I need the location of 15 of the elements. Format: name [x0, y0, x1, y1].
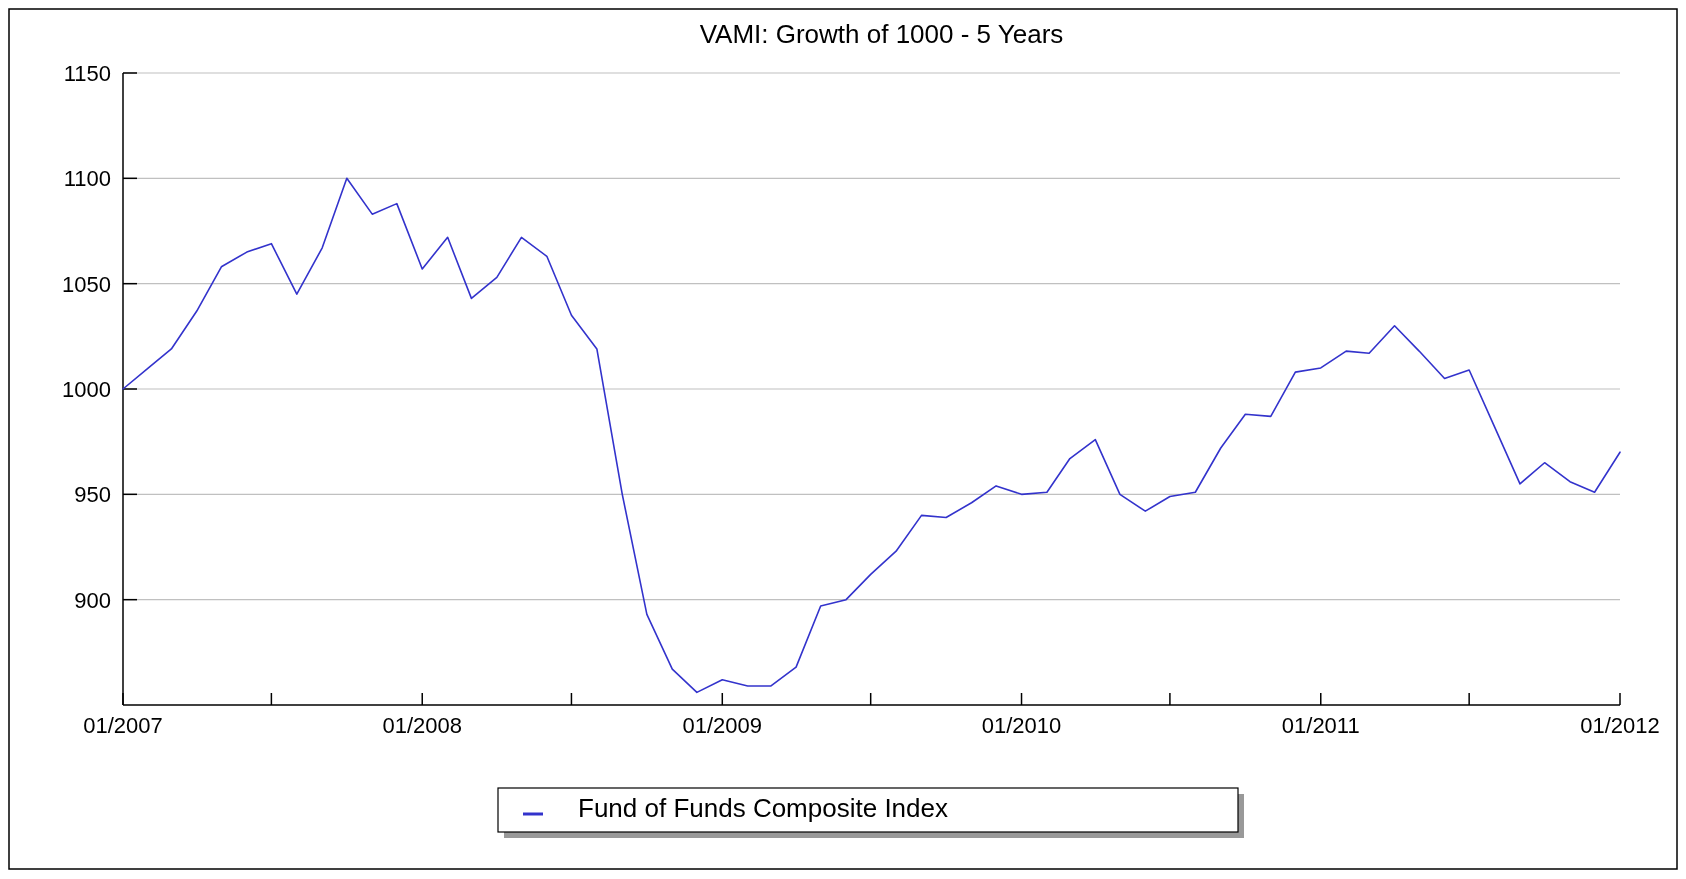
line-series: [122, 177, 1621, 694]
x-tick-label: 01/2012: [1580, 713, 1660, 738]
chart-title: VAMI: Growth of 1000 - 5 Years: [699, 19, 1064, 49]
x-tick-label: 01/2008: [382, 713, 462, 738]
y-tick-label: 1000: [62, 377, 111, 402]
legend-label: Fund of Funds Composite Index: [578, 793, 948, 823]
x-tick-label: 01/2011: [1281, 713, 1360, 738]
y-tick-label: 1150: [63, 61, 111, 86]
y-tick-label: 950: [74, 482, 111, 508]
y-tick-label: 1100: [63, 166, 111, 192]
x-tick-label: 01/2007: [83, 713, 163, 738]
y-tick-label: 1050: [62, 271, 111, 297]
y-tick-label: 900: [74, 587, 111, 613]
x-tick-label: 01/2010: [981, 713, 1062, 738]
x-tick-label: 01/2009: [682, 713, 763, 738]
